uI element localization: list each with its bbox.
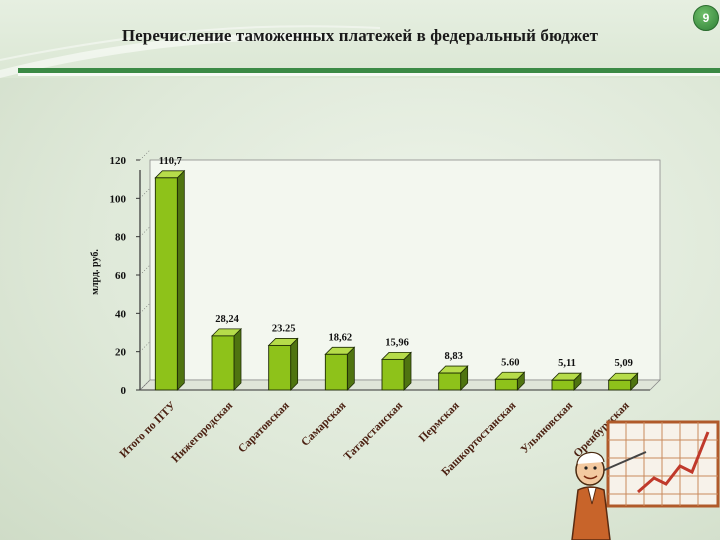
data-label: 8,83 [444, 351, 462, 362]
data-label: 5,09 [614, 358, 632, 369]
bar-front [211, 335, 235, 391]
y-tick-depth-line [139, 264, 151, 276]
page-number-badge: 9 [693, 5, 719, 31]
bar-front [438, 372, 462, 391]
y-tick-depth-line [139, 188, 151, 199]
bar-front [551, 379, 575, 391]
bar [551, 372, 582, 391]
y-tick-label: 20 [115, 347, 127, 359]
category-label: Саратовская [236, 400, 292, 456]
title-underline [18, 68, 720, 73]
bar-front [268, 344, 292, 391]
bar-front [381, 358, 405, 391]
bar [607, 372, 639, 391]
bar-side [233, 327, 242, 391]
data-label: 5,11 [558, 358, 576, 369]
data-label: 18,62 [329, 332, 353, 343]
bar-side [176, 169, 185, 391]
bar [154, 169, 186, 391]
y-tick-label: 40 [115, 308, 127, 320]
slide-title: Перечисление таможенных платежей в федер… [121, 26, 599, 45]
y-tick-label: 120 [110, 155, 127, 167]
category-label: Татарстанская [342, 400, 405, 463]
data-label: 110,7 [159, 156, 182, 167]
bar [211, 327, 242, 391]
bar-side [290, 337, 299, 391]
category-label: Нижегородская [170, 400, 236, 466]
data-label: 5.60 [501, 357, 519, 368]
data-label: 15,96 [385, 337, 409, 348]
bar [437, 365, 469, 391]
bar-front [608, 379, 632, 391]
data-label: 23.25 [272, 323, 296, 334]
bar [494, 371, 526, 391]
bar [267, 337, 299, 391]
category-label: Итого по ПТУ [118, 399, 179, 460]
y-tick-label: 60 [115, 270, 127, 282]
y-tick-depth-line [139, 149, 151, 161]
y-tick-depth-line [139, 303, 151, 314]
header-swoosh-decoration [0, 25, 381, 78]
data-label: 28,24 [215, 314, 239, 325]
chart-bars [154, 169, 639, 391]
y-tick-label: 0 [121, 385, 127, 397]
bar-front [494, 378, 518, 391]
plot-back-wall [140, 160, 660, 380]
category-label: Ульяновская [519, 400, 575, 456]
category-label: Пермская [417, 400, 462, 445]
category-label: Самарская [299, 400, 348, 449]
header-band [0, 0, 720, 78]
y-axis-title: млрд. руб. [90, 249, 101, 295]
bar [324, 346, 356, 391]
bar-front [324, 353, 348, 391]
bar [381, 351, 412, 391]
y-tick-depth-line [139, 226, 151, 237]
title-underline-highlight [18, 73, 720, 76]
presenter-with-growth-chart-icon [571, 420, 720, 540]
bar-front [154, 177, 178, 391]
y-tick-label: 80 [115, 232, 127, 244]
y-tick-depth-line [139, 341, 151, 352]
y-tick-label: 100 [110, 193, 127, 205]
